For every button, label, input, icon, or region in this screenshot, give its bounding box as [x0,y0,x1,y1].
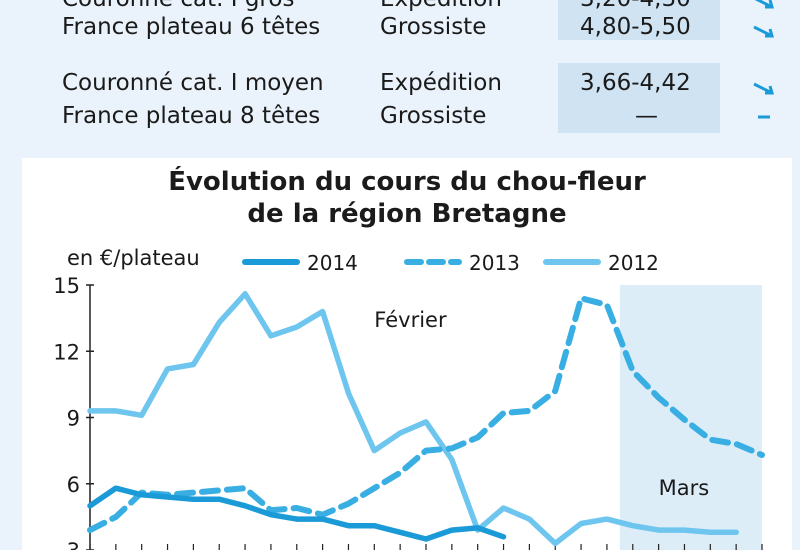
price-column-band [558,63,720,133]
month-label-fevrier: Février [374,308,447,332]
series-line-2012 [87,291,739,547]
chart-legend: 2014 2013 2012 [242,251,659,275]
price-range: 3,66-4,42 [580,70,691,96]
price-range: 3,20-4,30 [580,0,691,12]
trend-stable-icon [758,115,770,119]
unit-label: en €/plateau [67,246,200,270]
line-chart: 2014 2013 2012 3 6 9 12 15 Février Mars [53,251,765,550]
y-tick-label: 6 [67,473,80,497]
y-tick-label: 9 [67,407,80,431]
chart-title: Évolution du cours du chou-fleur de la r… [22,166,792,230]
product-name: France plateau 8 têtes [62,103,321,129]
price-column-band [558,0,720,40]
trend-down-icon [754,0,774,9]
chart-title-line2: de la région Bretagne [247,199,567,229]
market-type: Expédition [380,70,502,96]
product-name: Couronné cat. I moyen [62,70,324,96]
chart-labels: Février Mars [374,308,709,500]
y-tick-label: 3 [67,539,80,550]
market-type: Grossiste [380,14,487,40]
market-type: Grossiste [380,103,487,129]
chart-title-line1: Évolution du cours du chou-fleur [168,167,646,197]
price-range: 4,80-5,50 [580,14,691,40]
series-line-2013 [87,295,765,534]
y-tick-label: 12 [53,340,80,364]
price-table: Couronné cat. I gros Expédition 3,20-4,3… [0,0,800,148]
series-line-2014 [87,485,507,542]
legend-label-2013: 2013 [469,251,520,275]
legend-label-2014: 2014 [307,251,358,275]
legend-label-2012: 2012 [608,251,659,275]
trend-down-icon [753,82,774,95]
product-name: France plateau 6 têtes [62,14,321,40]
march-shading [619,285,762,550]
y-tick-label: 15 [53,274,80,298]
trend-down-icon [753,25,774,38]
month-label-mars: Mars [659,476,710,500]
product-name: Couronné cat. I gros [62,0,294,12]
market-type: Expédition [380,0,502,12]
price-range: — [635,103,658,129]
chart-series [87,291,765,547]
chart-panel: Évolution du cours du chou-fleur de la r… [22,158,792,550]
